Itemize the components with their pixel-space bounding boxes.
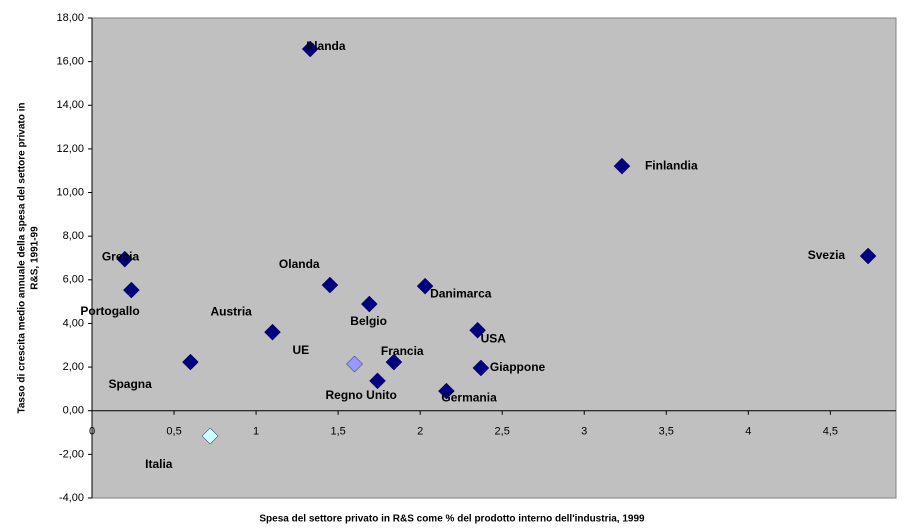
y-tick-label: 18,00 [56, 12, 84, 24]
x-axis-title: Spesa del settore privato in R&S come % … [259, 514, 645, 525]
y-tick-label: 10,00 [56, 186, 84, 198]
x-tick-label: 3,5 [659, 426, 674, 438]
data-point [182, 353, 199, 371]
y-tick-label: 8,00 [63, 230, 84, 242]
x-tick-label: 4,5 [823, 426, 838, 438]
data-point [264, 323, 281, 341]
point-label: Germania [441, 390, 497, 404]
point-label: Austria [210, 304, 252, 318]
point-label: Giappone [490, 360, 546, 374]
y-tick-label: 12,00 [56, 143, 84, 155]
x-tick-label: 3 [581, 426, 587, 438]
data-point [469, 321, 486, 339]
y-tick-label: 4,00 [63, 317, 84, 329]
data-point [613, 157, 631, 175]
x-tick-label: 1 [253, 426, 259, 438]
point-label: Portogallo [80, 304, 139, 318]
point-label: Irlanda [306, 39, 346, 53]
point-label: Olanda [279, 257, 320, 271]
y-tick-label: 16,00 [56, 56, 84, 68]
y-tick-label: 14,00 [56, 99, 84, 111]
point-label: Italia [145, 457, 173, 471]
x-tick-label: 4 [745, 426, 751, 438]
data-point [346, 355, 363, 373]
x-tick-label: 2,5 [495, 426, 510, 438]
point-label: Grecia [102, 249, 140, 263]
point-label: Danimarca [430, 286, 492, 300]
data-point [369, 372, 386, 390]
point-label: Regno Unito [326, 388, 397, 402]
y-tick-label: 6,00 [63, 274, 84, 286]
y-axis-title-line: R&S, 1991-99 [30, 226, 41, 290]
data-point [116, 250, 134, 268]
data-point [201, 427, 219, 445]
data-point [416, 277, 434, 295]
y-axis-title: Tasso di crescita medio annuale della sp… [17, 102, 41, 413]
x-tick-label: 1,5 [330, 426, 345, 438]
y-tick-label: 0,00 [63, 405, 84, 417]
data-point [859, 247, 877, 265]
point-label: Svezia [808, 248, 846, 262]
y-tick-label: -2,00 [59, 448, 84, 460]
data-point [385, 353, 403, 371]
point-label: USA [481, 331, 507, 345]
y-tick-label: 2,00 [63, 361, 84, 373]
data-point [360, 295, 378, 313]
y-tick-label: -4,00 [59, 492, 84, 504]
data-point [438, 382, 455, 400]
data-point [321, 276, 339, 294]
point-label: Belgio [350, 314, 387, 328]
x-tick-label: 0 [89, 426, 95, 438]
data-point [123, 281, 140, 299]
data-point [301, 40, 319, 58]
point-label: Spagna [108, 377, 152, 391]
point-label: UE [293, 343, 310, 357]
point-label: Finlandia [645, 158, 698, 172]
data-point [472, 359, 490, 377]
point-label: Francia [381, 344, 424, 358]
x-tick-label: 0,5 [166, 426, 181, 438]
y-axis-title-line: Tasso di crescita medio annuale della sp… [17, 102, 28, 413]
plot-area [91, 17, 897, 499]
x-tick-label: 2 [417, 426, 423, 438]
